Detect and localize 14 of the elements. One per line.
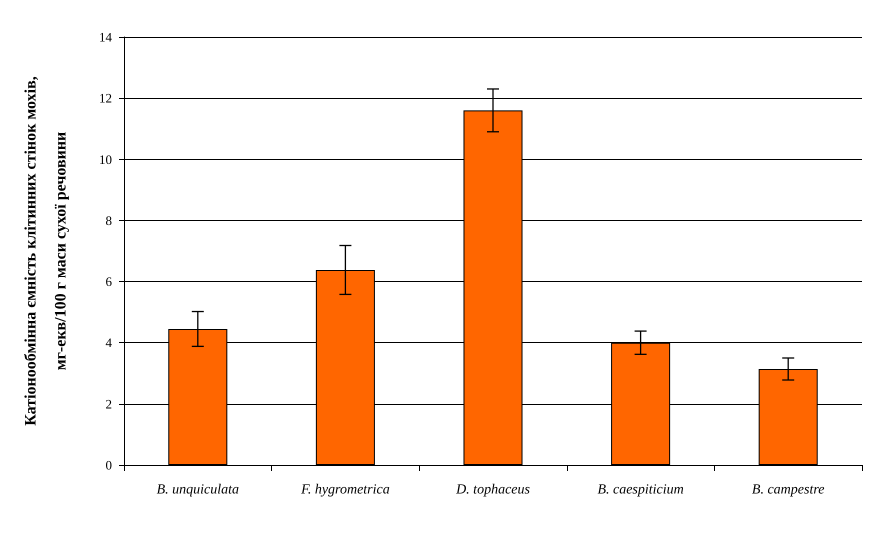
y-tick-label: 12 [99, 90, 112, 106]
x-tick-label: B. campestre [752, 482, 824, 498]
x-tick-label: F. hygrometrica [300, 482, 390, 498]
y-tick-label: 14 [99, 30, 112, 44]
y-axis-title: Катіонообмінна ємність клітинних стінок мохів, мг-екв/100 г маси сухої речовини [22, 76, 70, 426]
y-tick-label: 10 [99, 152, 112, 167]
x-tick-label: B. unquiculata [156, 482, 240, 498]
y-tick-label: 8 [106, 212, 112, 228]
y-tick-label: 0 [106, 458, 112, 472]
y-tick-label: 6 [106, 274, 112, 290]
y-tick-label: 4 [106, 335, 112, 350]
x-tick-label: D. tophaceus [455, 482, 530, 498]
y-tick-label: 2 [106, 396, 112, 412]
x-tick-label: B. caespiticium [597, 482, 684, 498]
